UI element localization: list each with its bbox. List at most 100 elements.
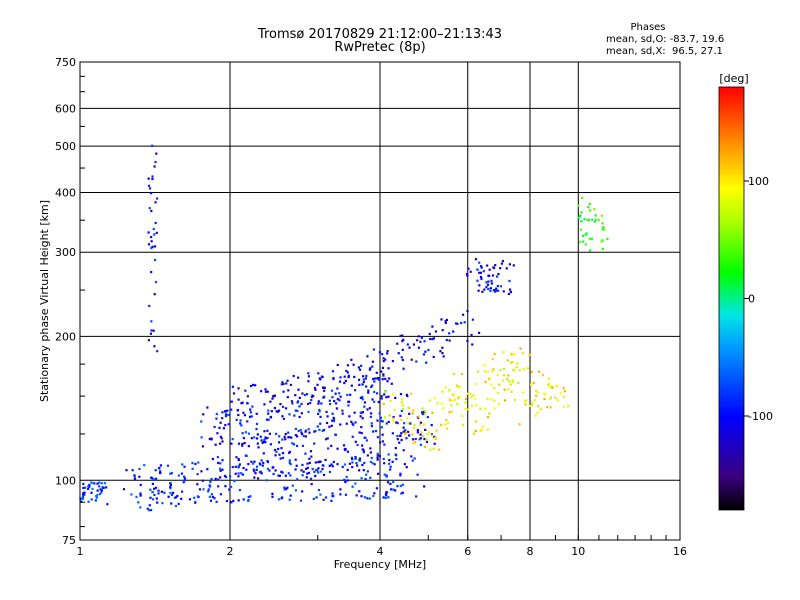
data-point: [81, 495, 85, 499]
data-point: [489, 289, 492, 293]
data-point: [316, 383, 319, 386]
data-point: [218, 442, 222, 445]
data-point: [242, 436, 245, 440]
data-point: [389, 482, 392, 485]
data-point: [471, 343, 474, 346]
data-point: [503, 399, 507, 402]
data-point: [294, 427, 297, 431]
data-point: [239, 472, 243, 475]
data-point: [305, 393, 309, 396]
data-point: [176, 494, 179, 498]
data-point: [240, 424, 243, 427]
data-point: [493, 407, 496, 410]
data-point: [237, 465, 241, 468]
data-point: [522, 391, 525, 394]
data-point: [362, 378, 365, 381]
data-point: [231, 385, 234, 388]
data-point: [525, 399, 528, 402]
data-point: [324, 496, 328, 499]
data-point: [366, 497, 369, 500]
data-point: [237, 413, 240, 417]
data-point: [319, 460, 322, 463]
data-point: [467, 267, 470, 270]
data-point: [419, 433, 422, 436]
data-point: [87, 485, 90, 488]
data-point: [156, 350, 159, 353]
data-point: [495, 289, 498, 292]
data-point: [384, 496, 387, 499]
data-point: [366, 454, 369, 457]
data-point: [180, 497, 183, 500]
data-point: [549, 397, 552, 400]
data-point: [539, 408, 542, 411]
data-point: [250, 460, 253, 463]
data-point: [230, 501, 233, 504]
data-point: [277, 498, 281, 501]
data-point: [450, 404, 453, 407]
data-point: [401, 358, 404, 362]
data-point: [339, 493, 342, 496]
data-point: [271, 492, 274, 495]
data-point: [194, 462, 197, 466]
data-point: [99, 488, 102, 491]
data-point: [396, 342, 399, 345]
data-point: [90, 491, 93, 494]
data-point: [402, 338, 405, 341]
data-point: [262, 461, 265, 465]
data-point: [81, 497, 85, 500]
data-point: [401, 491, 404, 494]
data-point: [316, 425, 319, 428]
data-point: [544, 393, 547, 396]
data-point: [310, 395, 314, 398]
data-point: [260, 439, 263, 442]
data-point: [237, 472, 240, 475]
data-point: [358, 383, 361, 386]
data-point: [426, 415, 429, 419]
data-point: [362, 380, 366, 384]
data-point: [349, 393, 352, 396]
data-point: [151, 177, 154, 181]
data-point: [310, 483, 313, 486]
data-point: [436, 402, 439, 405]
data-point: [483, 364, 486, 367]
data-point: [406, 430, 410, 433]
data-point: [280, 383, 283, 386]
data-point: [373, 377, 376, 380]
data-point: [275, 450, 278, 454]
data-point: [535, 389, 538, 392]
data-point: [513, 398, 517, 401]
data-point: [314, 461, 317, 464]
data-point: [252, 462, 255, 465]
data-point: [278, 453, 281, 456]
data-point: [403, 422, 406, 425]
data-point: [353, 411, 356, 414]
data-point: [247, 432, 250, 435]
data-point: [360, 477, 363, 480]
data-point: [92, 481, 95, 485]
data-point: [147, 177, 150, 180]
data-point: [139, 492, 142, 495]
data-point: [180, 490, 184, 493]
data-point: [533, 399, 536, 402]
data-point: [159, 470, 162, 473]
data-point: [291, 402, 294, 405]
data-point: [238, 489, 242, 492]
data-point: [593, 220, 597, 223]
data-point: [243, 442, 246, 445]
data-point: [304, 430, 307, 433]
data-point: [368, 368, 372, 371]
data-point: [288, 459, 291, 462]
data-point: [320, 402, 323, 405]
data-point: [548, 385, 551, 389]
data-point: [391, 417, 395, 420]
data-point: [229, 475, 232, 478]
data-point: [210, 493, 214, 496]
data-point: [508, 279, 511, 283]
data-point: [237, 442, 241, 445]
data-point: [456, 322, 459, 325]
data-point: [589, 249, 592, 252]
data-point: [266, 390, 269, 393]
data-point: [386, 349, 389, 353]
data-point: [200, 470, 203, 473]
data-point: [396, 421, 399, 425]
